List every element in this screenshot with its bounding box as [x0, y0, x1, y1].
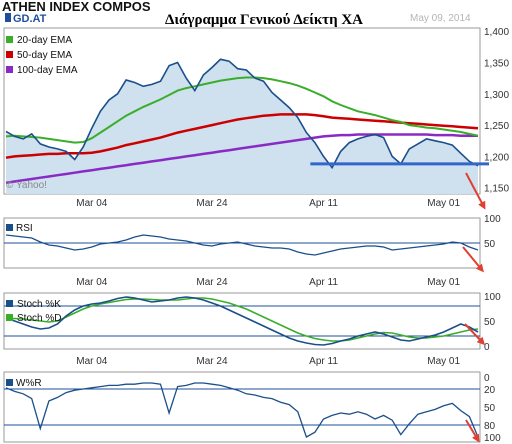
stoch-down-arrow — [464, 323, 486, 346]
legend-swatch-wr — [6, 379, 13, 386]
rsi-x-tick-label: Mar 24 — [196, 277, 228, 288]
legend-label-ema100: 100-day EMA — [17, 65, 78, 76]
wr-panel — [3, 371, 481, 443]
price-y-tick-label: 1,250 — [484, 121, 509, 132]
stoch-plot: 0 50 100 Mar 04 Mar 24 Apr 11 May 01 — [4, 292, 501, 367]
rsi-y-tick-label: 50 — [484, 239, 496, 250]
legend-swatch-ema20 — [6, 36, 13, 43]
yahoo-watermark: © Yahoo! — [6, 180, 47, 191]
legend-swatch-rsi — [6, 224, 13, 231]
stoch-x-tick-label: May 01 — [427, 356, 460, 367]
stoch-x-tick-label: Mar 04 — [76, 356, 108, 367]
rsi-y-tick-label: 100 — [484, 214, 501, 225]
stoch-y-tick-label: 50 — [484, 317, 496, 328]
stoch-y-tick-label: 100 — [484, 292, 501, 303]
price-plot: 1,150 1,200 1,250 1,300 1,350 1,400 Mar 04 Mar … — [5, 27, 509, 210]
legend-label-stoch-d: Stoch %D — [17, 313, 61, 324]
rsi-down-arrow — [462, 246, 484, 273]
legend-label-rsi: RSI — [16, 223, 33, 234]
ema100-line — [5, 133, 478, 184]
price-area-fill — [6, 59, 478, 194]
stoch-k-line — [5, 296, 479, 346]
legend-swatch-stoch-d — [6, 314, 13, 321]
ticker-marker — [5, 13, 11, 22]
stoch-x-tick-label: Mar 24 — [196, 356, 228, 367]
price-y-tick-label: 1,200 — [484, 152, 509, 163]
price-y-tick-label: 1,300 — [484, 90, 509, 101]
price-y-tick-label: 1,400 — [484, 27, 509, 38]
price-x-tick-label: May 01 — [427, 198, 460, 209]
wr-y-tick-label: 20 — [484, 385, 496, 396]
wr-y-tick-label: 0 — [484, 373, 490, 384]
ticker-label: GD.AT — [13, 13, 47, 25]
rsi-x-tick-label: Apr 11 — [309, 277, 338, 288]
price-x-tick-label: Mar 04 — [76, 198, 108, 209]
greek-subtitle: Διάγραμμα Γενικού Δείκτη ΧΑ — [165, 12, 363, 28]
rsi-x-tick-label: May 01 — [427, 277, 460, 288]
ema20-line — [5, 76, 479, 144]
price-y-tick-label: 1,150 — [484, 184, 509, 195]
legend-label-ema50: 50-day EMA — [17, 50, 72, 61]
stoch-y-tick-label: 0 — [484, 342, 490, 353]
legend-label-ema20: 20-day EMA — [17, 35, 72, 46]
price-x-tick-label: Apr 11 — [309, 198, 338, 209]
legend-label-stoch-k: Stoch %K — [17, 299, 61, 310]
stoch-x-tick-label: Apr 11 — [309, 356, 338, 367]
rsi-x-tick-label: Mar 04 — [76, 277, 108, 288]
wr-y-tick-label: 50 — [484, 403, 496, 414]
price-x-tick-label: Mar 24 — [196, 198, 228, 209]
wr-line — [5, 382, 479, 438]
stoch-d-line — [6, 297, 479, 342]
legend-label-wr: W%R — [16, 378, 42, 389]
rsi-line — [5, 234, 479, 256]
legend-swatch-ema50 — [6, 51, 13, 58]
legend-swatch-stoch-k — [6, 300, 13, 307]
wr-y-tick-label: 80 — [484, 421, 496, 432]
wr-y-tick-label: 100 — [484, 433, 501, 444]
chart-date: May 09, 2014 — [410, 13, 471, 24]
legend-swatch-ema100 — [6, 66, 13, 73]
price-down-arrow — [465, 172, 486, 210]
wr-down-arrow — [465, 419, 480, 443]
price-y-tick-label: 1,350 — [484, 58, 509, 69]
chart-title: ATHEN INDEX COMPOS — [2, 0, 151, 14]
rsi-plot: 50 100 Mar 04 Mar 24 Apr 11 May 01 — [4, 214, 501, 288]
price-legend: 20-day EMA 50-day EMA 100-day EMA — [6, 35, 78, 76]
